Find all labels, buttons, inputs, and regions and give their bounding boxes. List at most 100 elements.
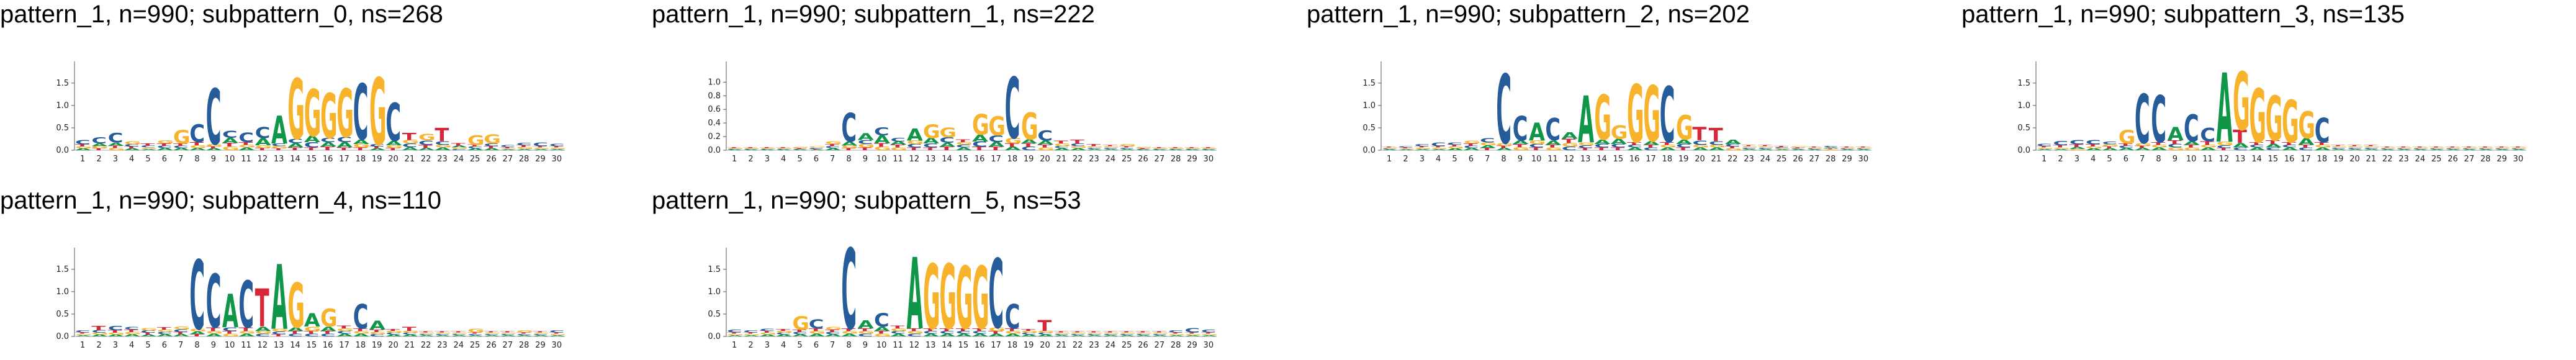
logo-letter-T: T: [1578, 147, 1593, 151]
logo-letter-A: A: [2396, 149, 2413, 150]
logo-letter-T: T: [435, 331, 449, 333]
logo-letter-C: C: [956, 144, 971, 148]
x-tick-label: 19: [372, 341, 382, 350]
logo-letter-C: C: [1168, 330, 1184, 333]
x-tick-label: 7: [178, 155, 183, 164]
logo-letter-C: C: [923, 142, 939, 149]
logo-letter-T: T: [287, 330, 302, 335]
logo-letter-G: G: [907, 140, 924, 145]
logo-letter-C: C: [2429, 148, 2444, 150]
logo-letter-A: A: [435, 147, 451, 151]
logo-letter-T: T: [157, 327, 172, 331]
x-tick-label: 9: [211, 155, 216, 164]
logo-letter-T: T: [890, 325, 905, 330]
logo-letter-A: A: [1447, 148, 1464, 151]
logo-letter-G: G: [353, 143, 371, 148]
logo-letter-A: A: [1856, 149, 1873, 150]
logo-letter-A: A: [825, 148, 842, 151]
logo-letter-T: T: [435, 125, 449, 146]
logo-letter-G: G: [907, 330, 924, 335]
x-tick-label: 28: [1171, 341, 1181, 350]
logo-letter-A: A: [549, 335, 566, 336]
logo-letter-T: T: [2102, 146, 2117, 149]
x-tick-label: 19: [1678, 155, 1689, 164]
logo-letter-C: C: [1086, 333, 1102, 335]
logo-letter-A: A: [1054, 335, 1071, 336]
x-tick-label: 26: [1138, 341, 1148, 350]
logo-letter-G: G: [972, 249, 989, 349]
logo-letter-T: T: [91, 148, 106, 151]
logo-letter-G: G: [825, 141, 842, 145]
logo-letter-G: G: [1480, 142, 1497, 146]
x-tick-label: 24: [1106, 155, 1116, 164]
logo-letter-T: T: [907, 328, 922, 332]
logo-letter-T: T: [516, 332, 531, 334]
logo-letter-G: G: [1103, 146, 1120, 148]
logo-letter-C: C: [140, 145, 156, 148]
logo-letter-G: G: [858, 330, 875, 335]
logo-letter-T: T: [2037, 146, 2051, 148]
logo-letter-T: T: [173, 331, 188, 335]
logo-letter-G: G: [91, 146, 109, 150]
logo-letter-A: A: [157, 147, 174, 151]
logo-letter-A: A: [189, 147, 206, 151]
logo-letter-G: G: [792, 313, 809, 335]
logo-letter-A: A: [2331, 148, 2348, 150]
logo-letter-A: A: [727, 150, 744, 151]
logo-letter-C: C: [2102, 141, 2117, 145]
x-tick-label: 10: [876, 155, 887, 164]
logo-letter-T: T: [1021, 329, 1036, 332]
logo-letter-A: A: [271, 108, 287, 153]
logo-letter-C: C: [1184, 149, 1200, 150]
y-tick-label: 1.5: [56, 265, 69, 274]
x-tick-label: 26: [1793, 155, 1803, 164]
logo-letter-G: G: [1005, 330, 1022, 335]
x-tick-label: 5: [145, 155, 150, 164]
logo-letter-T: T: [2282, 142, 2297, 146]
logo-letter-T: T: [206, 326, 220, 332]
logo-letter-T: T: [874, 330, 889, 335]
logo-letter-C: C: [792, 149, 808, 150]
logo-letter-C: C: [402, 332, 418, 335]
logo-letter-T: T: [1168, 147, 1183, 148]
logo-letter-A: A: [1021, 138, 1037, 145]
logo-letter-C: C: [1725, 143, 1741, 148]
logo-letter-G: G: [2478, 147, 2495, 148]
logo-letter-T: T: [2119, 143, 2133, 146]
logo-letter-A: A: [841, 140, 857, 147]
logo-letter-T: T: [841, 148, 856, 151]
logo-letter-T: T: [500, 331, 515, 333]
y-tick-label: 0.0: [1362, 146, 1376, 155]
logo-letter-T: T: [2380, 146, 2395, 148]
x-tick-label: 4: [129, 155, 134, 164]
logo-letter-G: G: [2184, 147, 2201, 151]
logo-letter-C: C: [108, 325, 124, 332]
logo-letter-G: G: [1168, 333, 1186, 335]
logo-letter-C: C: [939, 330, 955, 335]
logo-letter-T: T: [1839, 146, 1854, 148]
x-tick-label: 29: [1842, 155, 1852, 164]
logo-letter-G: G: [2119, 127, 2136, 148]
logo-letter-T: T: [825, 143, 840, 146]
x-tick-label: 3: [765, 155, 770, 164]
logo-letter-A: A: [907, 237, 923, 351]
logo-letter-C: C: [435, 333, 450, 335]
logo-letter-A: A: [2429, 149, 2446, 150]
x-tick-label: 5: [2107, 155, 2112, 164]
logo-letter-T: T: [760, 147, 775, 148]
x-tick-label: 4: [781, 341, 786, 350]
logo-letter-A: A: [91, 334, 108, 337]
logo-letter-A: A: [2462, 149, 2479, 150]
x-tick-label: 21: [405, 155, 415, 164]
logo-letter-C: C: [2511, 148, 2526, 150]
logo-letter-C: C: [1480, 137, 1495, 145]
logo-letter-A: A: [1037, 334, 1054, 337]
logo-letter-C: C: [353, 69, 369, 158]
logo-letter-A: A: [1021, 334, 1038, 337]
logo-letter-T: T: [1823, 148, 1838, 150]
logo-letter-G: G: [1135, 146, 1153, 149]
panel-title: pattern_1, n=990; subpattern_3, ns=135: [1961, 1, 2405, 28]
panel-title: pattern_1, n=990; subpattern_4, ns=110: [0, 187, 441, 214]
logo-letter-C: C: [858, 139, 873, 146]
logo-letter-C: C: [825, 146, 840, 149]
